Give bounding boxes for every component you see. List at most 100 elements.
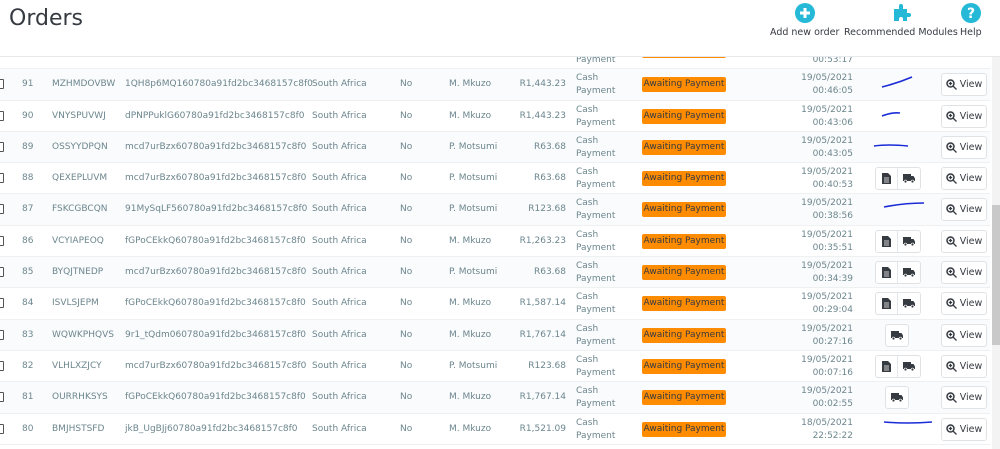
delivery-slip-button[interactable] bbox=[898, 356, 920, 377]
order-id: 85 bbox=[22, 267, 34, 278]
table-row[interactable]: 90 VNYSPUVWJ dPNPPuklG60780a91fd2bc34681… bbox=[0, 101, 990, 132]
customer-name: M. Mkuzo bbox=[449, 79, 492, 90]
time: 00:35:51 bbox=[812, 242, 853, 253]
view-button[interactable]: View bbox=[941, 323, 987, 347]
view-button[interactable]: View bbox=[941, 167, 987, 191]
row-checkbox[interactable] bbox=[0, 423, 4, 434]
invoice-button[interactable] bbox=[876, 262, 898, 284]
customer-name: P. Motsumi bbox=[449, 267, 498, 278]
help-button[interactable]: ? Help bbox=[960, 3, 982, 38]
pen-scribble bbox=[881, 76, 913, 89]
view-button[interactable]: View bbox=[941, 386, 987, 410]
view-label: View bbox=[959, 329, 983, 341]
invoice-button[interactable] bbox=[876, 230, 898, 252]
delivery-slip-button[interactable] bbox=[886, 387, 908, 408]
payment-method: Cash Payment bbox=[576, 291, 615, 317]
view-button[interactable]: View bbox=[941, 135, 987, 159]
delivery-slip-button[interactable] bbox=[898, 262, 920, 283]
row-checkbox[interactable] bbox=[0, 329, 4, 340]
date: 19/05/2021 bbox=[801, 292, 853, 303]
view-label: View bbox=[959, 79, 983, 91]
view-button[interactable]: View bbox=[941, 229, 987, 253]
table-row[interactable]: 85 BYQJTNEDP mcd7urBzx60780a91fd2bc34681… bbox=[0, 257, 990, 289]
view-button[interactable]: View bbox=[941, 198, 987, 222]
new-client: No bbox=[400, 235, 413, 246]
cart-key: fGPoCEkkQ60780a91fd2bc3468157c8f0 bbox=[125, 392, 306, 403]
new-client: No bbox=[400, 267, 413, 278]
row-checkbox[interactable] bbox=[0, 235, 4, 246]
svg-text:?: ? bbox=[967, 6, 975, 22]
row-checkbox[interactable] bbox=[0, 79, 4, 90]
order-date: 19/05/2021 00:29:04 bbox=[801, 291, 853, 317]
payment-line-1: Cash bbox=[576, 292, 599, 303]
status-badge: Awaiting Payment bbox=[642, 421, 726, 437]
order-reference: ISVLSJEPM bbox=[52, 298, 99, 309]
table-row[interactable]: 83 WQWKPHQVS 9r1_tQdm060780a91fd2bc34681… bbox=[0, 319, 990, 351]
status-badge: Awaiting Payment bbox=[642, 77, 726, 93]
scrollbar-thumb[interactable] bbox=[992, 205, 1000, 345]
time: 22:52:22 bbox=[812, 430, 853, 441]
view-label: View bbox=[959, 360, 983, 372]
view-button[interactable]: View bbox=[941, 73, 987, 97]
row-checkbox[interactable] bbox=[0, 141, 4, 152]
view-label: View bbox=[959, 204, 983, 216]
view-button[interactable]: View bbox=[941, 261, 987, 285]
table-row[interactable]: 88 QEXEPLUVM mcd7urBzx60780a91fd2bc34681… bbox=[0, 163, 990, 195]
row-checkbox[interactable] bbox=[0, 267, 4, 278]
view-button[interactable]: View bbox=[941, 354, 987, 378]
view-button[interactable]: View bbox=[941, 104, 987, 128]
delivery-slip-button[interactable] bbox=[898, 293, 920, 314]
order-id: 80 bbox=[22, 423, 34, 434]
table-row[interactable]: 81 OURRHKSYS fGPoCEkkQ60780a91fd2bc34681… bbox=[0, 382, 990, 414]
new-client: No bbox=[400, 329, 413, 340]
orders-table: Payment 00:53:17 91 MZHMDOVBW 1QH8p6MQ16… bbox=[0, 38, 990, 445]
order-total: R1,767.14 bbox=[519, 329, 566, 340]
table-row[interactable]: 82 VLHLXZJCY mcd7urBzx60780a91fd2bc34681… bbox=[0, 351, 990, 383]
customer-name: M. Mkuzo bbox=[449, 110, 492, 121]
table-row[interactable]: 84 ISVLSJEPM fGPoCEkkQ60780a91fd2bc34681… bbox=[0, 288, 990, 320]
delivery-country: South Africa bbox=[312, 173, 367, 184]
table-row[interactable]: 80 BMJHSTSFD jkB_UgBJj60780a91fd2bc34681… bbox=[0, 414, 990, 445]
invoice-button[interactable] bbox=[876, 293, 898, 315]
time: 00:29:04 bbox=[812, 305, 853, 316]
delivery-country: South Africa bbox=[312, 267, 367, 278]
customer-name: M. Mkuzo bbox=[449, 298, 492, 309]
payment-line-1: Cash bbox=[576, 386, 599, 397]
view-button[interactable]: View bbox=[941, 292, 987, 316]
row-checkbox[interactable] bbox=[0, 110, 4, 121]
page-header: Orders Add new order Recommended Modules… bbox=[0, 0, 1000, 57]
invoice-button[interactable] bbox=[876, 355, 898, 377]
date: 19/05/2021 bbox=[801, 386, 853, 397]
delivery-slip-button[interactable] bbox=[898, 168, 920, 189]
delivery-truck-icon bbox=[891, 393, 903, 403]
magnify-plus-icon bbox=[945, 267, 957, 279]
order-date: 19/05/2021 00:02:55 bbox=[801, 385, 853, 411]
payment-method: Cash Payment bbox=[576, 323, 615, 349]
invoice-icon bbox=[882, 298, 891, 310]
row-checkbox[interactable] bbox=[0, 173, 4, 184]
payment-method: Cash Payment bbox=[576, 229, 615, 255]
row-checkbox[interactable] bbox=[0, 204, 4, 215]
table-row[interactable]: 89 OSSYYDPQN mcd7urBzx60780a91fd2bc34681… bbox=[0, 131, 990, 164]
table-row[interactable]: 86 VCYIAPEOQ fGPoCEkkQ60780a91fd2bc34681… bbox=[0, 226, 990, 258]
new-client: No bbox=[400, 173, 413, 184]
scrollbar[interactable] bbox=[992, 57, 1000, 449]
payment-method: Cash Payment bbox=[576, 417, 615, 443]
puzzle-icon bbox=[893, 4, 911, 21]
row-checkbox[interactable] bbox=[0, 298, 4, 309]
table-row[interactable]: 91 MZHMDOVBW 1QH8p6MQ160780a91fd2bc34681… bbox=[0, 69, 990, 101]
invoice-button[interactable] bbox=[876, 168, 898, 190]
add-new-order-button[interactable]: Add new order bbox=[770, 3, 839, 38]
table-row[interactable]: 87 FSKCGBCQN 91MySqLF560780a91fd2bc34681… bbox=[0, 194, 990, 226]
order-date: 19/05/2021 00:38:56 bbox=[801, 197, 853, 223]
delivery-slip-button[interactable] bbox=[886, 325, 908, 346]
recommended-modules-button[interactable]: Recommended Modules bbox=[844, 3, 958, 38]
row-checkbox[interactable] bbox=[0, 392, 4, 403]
delivery-slip-button[interactable] bbox=[898, 231, 920, 252]
delivery-country: South Africa bbox=[312, 235, 367, 246]
view-button[interactable]: View bbox=[941, 417, 987, 441]
magnify-plus-icon bbox=[945, 173, 957, 185]
order-total: R1,263.23 bbox=[519, 235, 566, 246]
order-date: 19/05/2021 00:35:51 bbox=[801, 229, 853, 255]
row-checkbox[interactable] bbox=[0, 360, 4, 371]
